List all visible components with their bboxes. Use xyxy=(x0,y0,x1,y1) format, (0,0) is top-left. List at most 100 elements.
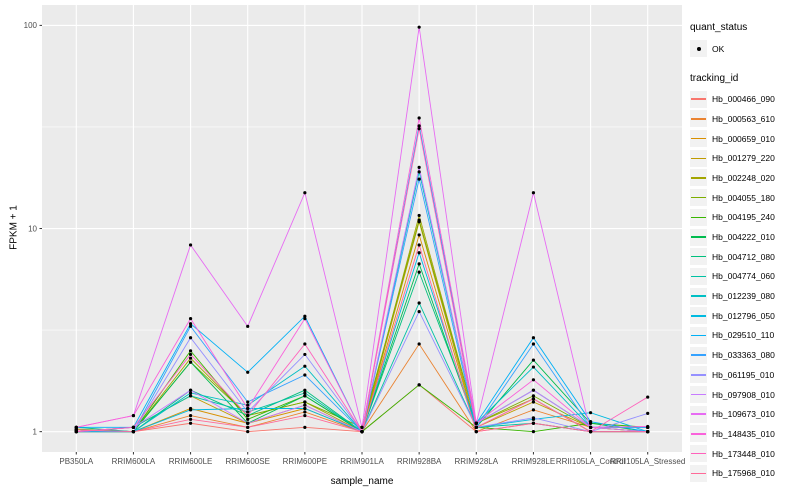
data-point xyxy=(360,425,364,429)
data-point xyxy=(417,309,421,314)
legend-entry-label: Hb_033363_080 xyxy=(712,350,775,361)
data-point xyxy=(646,395,650,399)
x-tick-label: RRII105LA_Control xyxy=(556,457,626,466)
x-tick-label: PB350LA xyxy=(59,457,93,466)
legend-key-box xyxy=(690,90,707,108)
data-point xyxy=(417,383,421,387)
data-point xyxy=(474,421,478,425)
legend-key-line-icon xyxy=(691,255,706,258)
legend-key-box xyxy=(690,130,707,148)
x-tick-label: RRIM928BA xyxy=(397,457,442,466)
legend-key-box xyxy=(690,346,707,364)
legend-entry-Hb_012239_080: Hb_012239_080 xyxy=(690,287,800,305)
data-point xyxy=(531,416,536,420)
legend-entry-Hb_109673_010: Hb_109673_010 xyxy=(690,405,800,423)
data-point xyxy=(303,388,307,392)
legend-entry-label: Hb_173448_010 xyxy=(712,448,775,459)
legend-entry-label: Hb_004774_060 xyxy=(712,271,775,282)
data-point xyxy=(417,251,421,255)
data-point xyxy=(531,397,536,401)
legend-entry-Hb_000466_090: Hb_000466_090 xyxy=(690,90,800,108)
data-point xyxy=(303,400,307,404)
legend-entry-Hb_004222_010: Hb_004222_010 xyxy=(690,228,800,246)
data-point xyxy=(303,391,307,395)
legend-key-line-icon xyxy=(691,236,706,238)
legend-key-box xyxy=(690,267,707,285)
data-point xyxy=(188,349,193,353)
data-point xyxy=(303,413,307,418)
x-tick-label: RRIM600LE xyxy=(169,457,213,466)
data-point xyxy=(417,342,421,346)
legend-key-line-icon xyxy=(691,374,706,376)
data-point xyxy=(188,360,193,364)
data-point xyxy=(303,406,307,411)
data-point xyxy=(646,424,650,429)
legend-entry-label: Hb_000466_090 xyxy=(712,94,775,105)
legend-entry-Hb_175968_010: Hb_175968_010 xyxy=(690,464,800,482)
data-point xyxy=(303,425,307,429)
data-point xyxy=(188,388,193,392)
legend-title-quant-status: quant_status xyxy=(690,22,748,33)
data-point xyxy=(188,317,193,321)
legend-key-line-icon xyxy=(691,433,706,435)
x-tick-label: RRIM600SE xyxy=(225,457,269,466)
legend-key-box xyxy=(690,208,707,226)
legend-entry-Hb_033363_080: Hb_033363_080 xyxy=(690,346,800,364)
y-tick-label: 100 xyxy=(24,21,38,30)
data-point xyxy=(360,430,364,434)
data-point xyxy=(303,317,307,321)
data-point xyxy=(246,421,250,425)
legend-entry-Hb_004195_240: Hb_004195_240 xyxy=(690,208,800,226)
legend-key-box xyxy=(690,110,707,128)
data-point xyxy=(531,342,536,346)
data-point xyxy=(303,191,307,195)
legend-entry-label: Hb_001279_220 xyxy=(712,153,775,164)
y-axis-title: FPKM + 1 xyxy=(8,205,20,250)
legend-key-box xyxy=(690,425,707,443)
legend-key-box xyxy=(690,366,707,384)
legend-key-box xyxy=(690,248,707,266)
data-point xyxy=(303,403,307,407)
legend-key-box xyxy=(690,189,707,207)
legend-entry-label: Hb_004055_180 xyxy=(712,192,775,203)
x-tick-label: RRIM928LA xyxy=(454,457,498,466)
legend-key-line-icon xyxy=(691,196,706,199)
data-point xyxy=(188,356,193,360)
data-point xyxy=(417,124,421,128)
data-point xyxy=(303,342,307,346)
legend-key-line-icon xyxy=(691,118,706,120)
legend-entry-Hb_004055_180: Hb_004055_180 xyxy=(690,189,800,207)
legend-key-line-icon xyxy=(691,98,706,100)
data-point xyxy=(74,425,78,429)
data-point xyxy=(131,430,136,434)
legend-key-box xyxy=(690,228,707,246)
data-point xyxy=(303,352,307,357)
data-point xyxy=(417,127,421,131)
legend-key-line-icon xyxy=(691,354,706,356)
data-point xyxy=(246,413,250,418)
data-point xyxy=(188,322,193,326)
legend-key-line-icon xyxy=(691,452,706,455)
data-point xyxy=(303,373,307,377)
legend-entry-label: Hb_012239_080 xyxy=(712,291,775,302)
legend-key-line-icon xyxy=(691,413,706,415)
legend-entry-Hb_097908_010: Hb_097908_010 xyxy=(690,386,800,403)
data-point xyxy=(246,403,250,407)
legend-entry-label: Hb_000563_610 xyxy=(712,113,775,124)
data-point xyxy=(131,425,136,429)
legend-entry-Hb_001279_220: Hb_001279_220 xyxy=(690,149,800,167)
data-point xyxy=(588,430,593,434)
data-point xyxy=(531,388,536,392)
x-tick-label: RRIM901LA xyxy=(340,457,384,466)
data-point xyxy=(246,410,250,414)
legend-key-line-icon xyxy=(691,137,706,140)
data-point xyxy=(417,177,421,181)
data-point xyxy=(531,365,536,369)
legend-entry-Hb_061195_010: Hb_061195_010 xyxy=(690,366,800,384)
data-point xyxy=(531,394,536,398)
legend-key-line-icon xyxy=(691,216,706,219)
legend-entry-label: Hb_002248_020 xyxy=(712,172,775,183)
data-point xyxy=(417,243,421,247)
